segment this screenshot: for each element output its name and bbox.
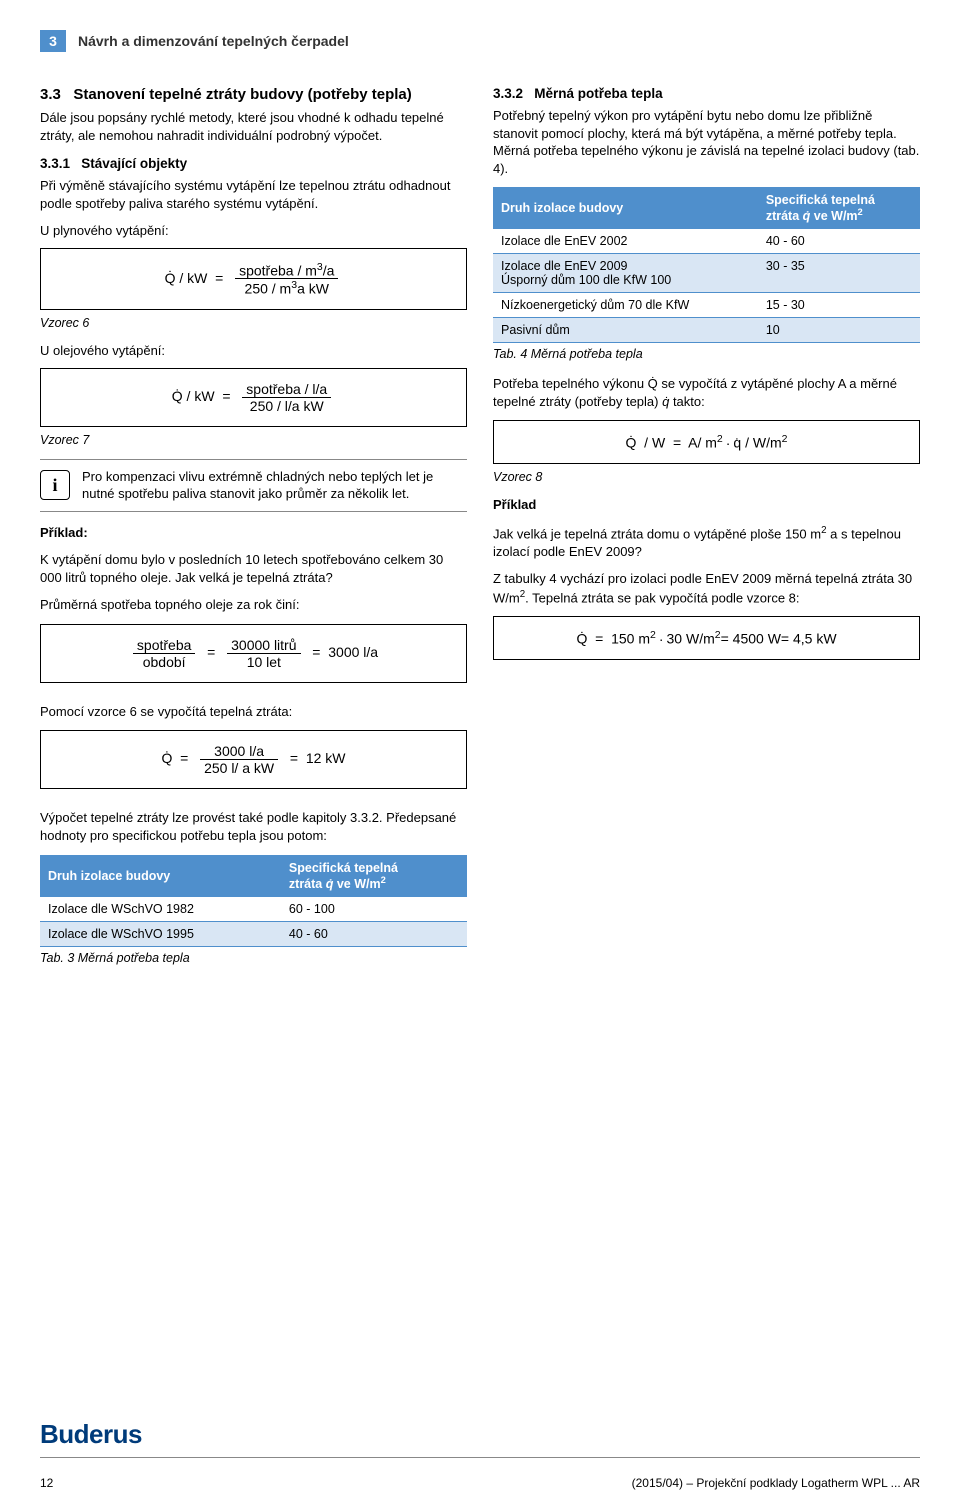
subsection-text: Potřebný tepelný výkon pro vytápění bytu… (493, 107, 920, 177)
info-text: Pro kompenzaci vlivu extrémně chladných … (82, 468, 467, 503)
need-text: Potřeba tepelného výkonu Q̇ se vypočítá … (493, 375, 920, 410)
formula-7-box: Q̇ / kW = spotřeba / l/a 250 / l/a kW (40, 368, 467, 427)
example-label: Příklad: (40, 524, 467, 542)
table-3-col-1: Druh izolace budovy (40, 855, 281, 897)
formula-result-box: Q̇ = 150 m2·30 W/m2= 4500 W= 4,5 kW (493, 616, 920, 660)
formula-6-caption: Vzorec 6 (40, 316, 467, 330)
subsection-3-3-1-heading: 3.3.1 Stávající objekty (40, 156, 467, 171)
section-number: 3.3 (40, 86, 61, 103)
table-3: Druh izolace budovy Specifická tepelná z… (40, 855, 467, 947)
footer-rule (40, 1457, 920, 1458)
chapter-number: 3 (40, 30, 66, 52)
average-text: Průměrná spotřeba topného oleje za rok č… (40, 596, 467, 614)
subsection-text: Při výměně stávajícího systému vytápění … (40, 177, 467, 212)
table-row: Nízkoenergetický dům 70 dle KfW 15 - 30 (493, 293, 920, 318)
right-column: 3.3.2 Měrná potřeba tepla Potřebný tepel… (493, 86, 920, 979)
subsection-number: 3.3.2 (493, 86, 523, 101)
table-row: Izolace dle EnEV 2009Úsporný dům 100 dle… (493, 254, 920, 293)
formula-consumption-box: spotřeba období = 30000 litrů 10 let = 3… (40, 624, 467, 683)
subsection-title: Měrná potřeba tepla (534, 86, 662, 101)
formula-7-caption: Vzorec 7 (40, 433, 467, 447)
example-2-text-1: Jak velká je tepelná ztráta domu o vytáp… (493, 524, 920, 560)
chapter-title: Návrh a dimenzování tepelných čerpadel (78, 33, 349, 49)
section-intro: Dále jsou popsány rychlé metody, které j… (40, 109, 467, 144)
formula-q12-box: Q̇ = 3000 l/a 250 l/ a kW = 12 kW (40, 730, 467, 789)
by-formula-6: Pomocí vzorce 6 se vypočítá tepelná ztrá… (40, 703, 467, 721)
brand-logo: Buderus (40, 1419, 142, 1450)
info-icon: i (40, 470, 70, 500)
calc-text: Výpočet tepelné ztráty lze provést také … (40, 809, 467, 844)
formula-8-box: Q̇ / W = A/ m2·q̇ / W/m2 (493, 420, 920, 464)
section-3-3-heading: 3.3 Stanovení tepelné ztráty budovy (pot… (40, 86, 467, 103)
table-row: Izolace dle EnEV 2002 40 - 60 (493, 229, 920, 254)
table-4: Druh izolace budovy Specifická tepelná z… (493, 187, 920, 343)
page-header: 3 Návrh a dimenzování tepelných čerpadel (40, 30, 920, 52)
page-number: 12 (40, 1476, 53, 1490)
example-2-text-2: Z tabulky 4 vychází pro izolaci podle En… (493, 570, 920, 606)
subsection-title: Stávající objekty (81, 156, 187, 171)
table-row: Izolace dle WSchVO 1995 40 - 60 (40, 921, 467, 946)
table-row: Izolace dle WSchVO 1982 60 - 100 (40, 897, 467, 922)
table-4-caption: Tab. 4 Měrná potřeba tepla (493, 347, 920, 361)
section-title: Stanovení tepelné ztráty budovy (potřeby… (73, 86, 411, 103)
left-column: 3.3 Stanovení tepelné ztráty budovy (pot… (40, 86, 467, 979)
table-3-caption: Tab. 3 Měrná potřeba tepla (40, 951, 467, 965)
example-2-label: Příklad (493, 496, 920, 514)
subsection-number: 3.3.1 (40, 156, 70, 171)
example-text: K vytápění domu bylo v posledních 10 let… (40, 551, 467, 586)
oil-heating-label: U olejového vytápění: (40, 342, 467, 360)
doc-reference: (2015/04) – Projekční podklady Logatherm… (632, 1476, 920, 1490)
gas-heating-label: U plynového vytápění: (40, 222, 467, 240)
table-4-col-2: Specifická tepelná ztráta q̇ ve W/m2 (758, 187, 920, 229)
formula-8-caption: Vzorec 8 (493, 470, 920, 484)
table-row: Pasivní dům 10 (493, 318, 920, 343)
formula-6-box: Q̇ / kW = spotřeba / m3/a 250 / m3a kW (40, 248, 467, 310)
table-3-col-2: Specifická tepelná ztráta q̇ ve W/m2 (281, 855, 467, 897)
subsection-3-3-2-heading: 3.3.2 Měrná potřeba tepla (493, 86, 920, 101)
info-callout: i Pro kompenzaci vlivu extrémně chladnýc… (40, 459, 467, 512)
table-4-col-1: Druh izolace budovy (493, 187, 758, 229)
